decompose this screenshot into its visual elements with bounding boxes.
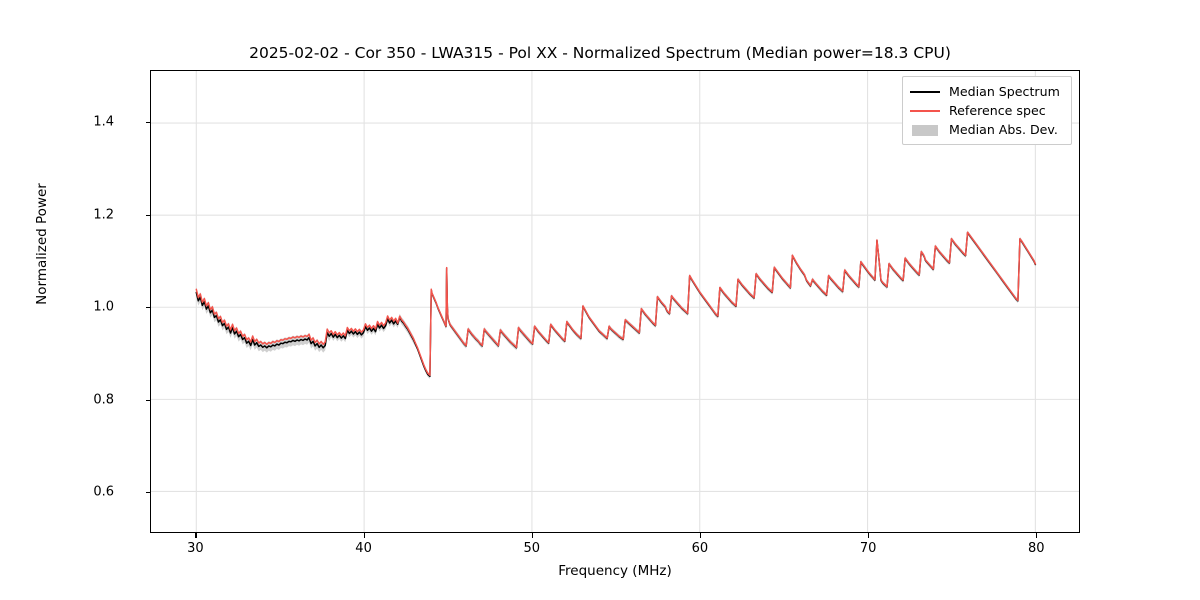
x-tick-mark [868, 533, 869, 538]
x-axis-label: Frequency (MHz) [150, 563, 1080, 579]
y-tick-label: 0.6 [54, 485, 114, 500]
legend[interactable]: Median Spectrum Reference spec Median Ab… [902, 76, 1072, 145]
x-tick-label: 40 [334, 541, 394, 556]
x-tick-label: 30 [165, 541, 225, 556]
legend-label: Median Spectrum [949, 84, 1060, 99]
x-tick-label: 60 [670, 541, 730, 556]
x-tick-label: 70 [838, 541, 898, 556]
legend-label: Reference spec [949, 103, 1046, 118]
legend-key-line-icon [910, 85, 940, 99]
y-tick-label: 1.2 [54, 207, 114, 222]
legend-item-median-abs-dev[interactable]: Median Abs. Dev. [910, 120, 1065, 139]
y-tick-label: 0.8 [54, 392, 114, 407]
y-tick-label: 1.0 [54, 300, 114, 315]
x-tick-mark [195, 533, 196, 538]
x-tick-label: 50 [502, 541, 562, 556]
legend-item-reference-spec[interactable]: Reference spec [910, 101, 1065, 120]
legend-key-line-icon [910, 104, 940, 118]
legend-key-band-icon [910, 123, 940, 137]
x-tick-label: 80 [1006, 541, 1066, 556]
x-tick-mark [532, 533, 533, 538]
x-tick-mark [1036, 533, 1037, 538]
x-tick-mark [364, 533, 365, 538]
legend-item-median-spectrum[interactable]: Median Spectrum [910, 82, 1065, 101]
legend-label: Median Abs. Dev. [949, 122, 1058, 137]
y-axis-label: Normalized Power [34, 84, 50, 404]
page-title: 2025-02-02 - Cor 350 - LWA315 - Pol XX -… [0, 44, 1200, 62]
figure: 2025-02-02 - Cor 350 - LWA315 - Pol XX -… [0, 0, 1200, 600]
x-tick-mark [700, 533, 701, 538]
y-tick-label: 1.4 [54, 115, 114, 130]
